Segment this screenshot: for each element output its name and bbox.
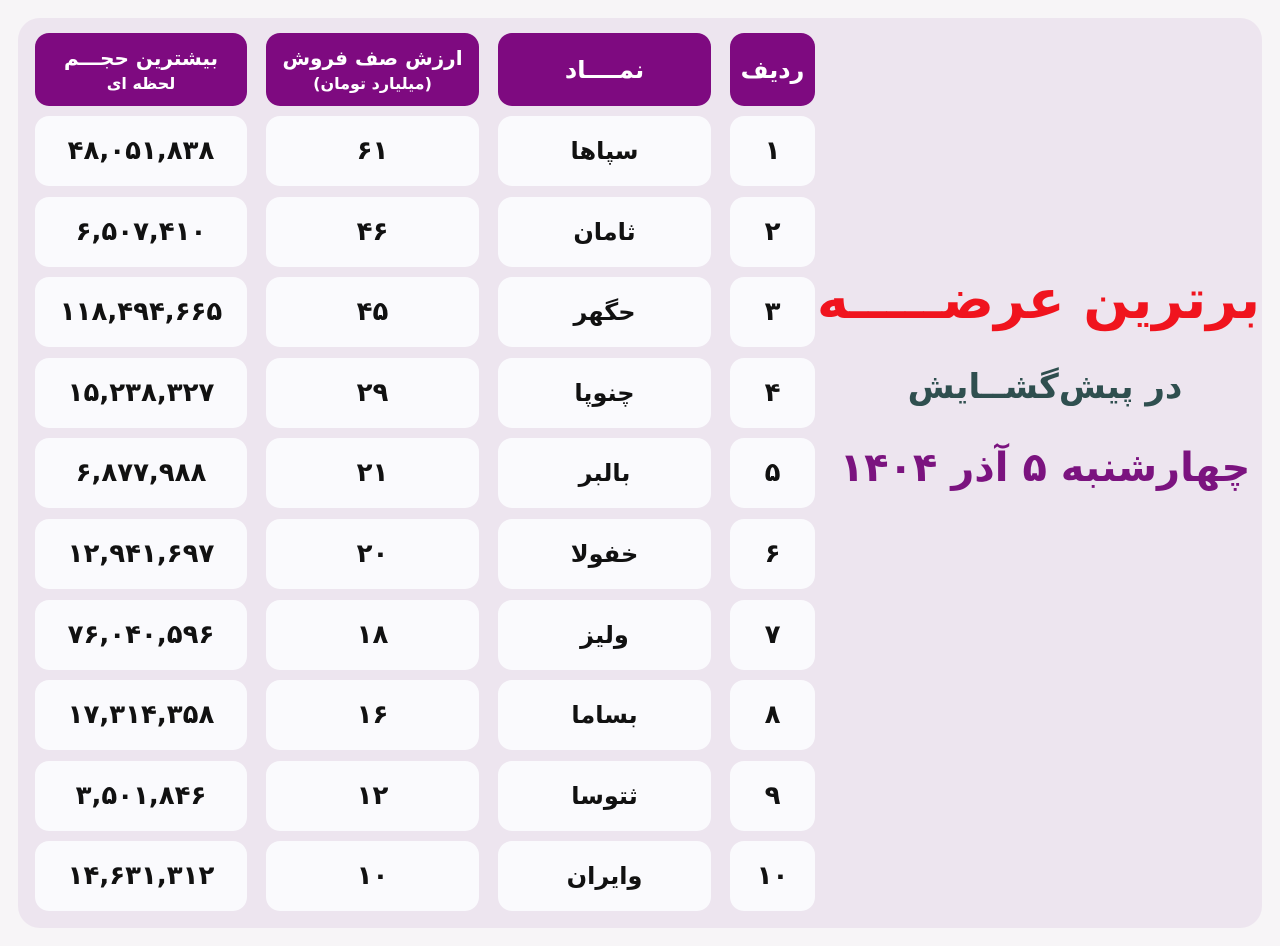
sell-value-cell: ۲۱ [266,438,479,508]
header-sell-queue-value-line1: ارزش صف فروش [282,45,463,70]
header-symbol: نمــــاد [498,33,711,106]
subtitle: در پیش‌گشــایش [907,367,1183,407]
symbol-cell: وایران [498,841,711,911]
sell-value-cell: ۴۵ [266,277,479,347]
rank-cell: ۹ [730,761,815,831]
sell-value-cell: ۲۹ [266,358,479,428]
symbol-cell: حگهر [498,277,711,347]
rank-cell: ۴ [730,358,815,428]
symbol-cell: خفولا [498,519,711,589]
sell-value-cell: ۱۶ [266,680,479,750]
volume-cell: ۱۲,۹۴۱,۶۹۷ [35,519,247,589]
rank-cell: ۱۰ [730,841,815,911]
symbol-cell: ثتوسا [498,761,711,831]
symbol-cell: بساما [498,680,711,750]
volume-cell: ۴۸,۰۵۱,۸۳۸ [35,116,247,186]
main-title: برترین عرضـــــه [816,268,1260,331]
symbol-cell: سپاها [498,116,711,186]
rank-cell: ۳ [730,277,815,347]
header-symbol-label: نمــــاد [564,55,645,84]
volume-cell: ۱۷,۳۱۴,۳۵۸ [35,680,247,750]
volume-cell: ۶,۸۷۷,۹۸۸ [35,438,247,508]
rank-cell: ۵ [730,438,815,508]
volume-cell: ۱۴,۶۳۱,۳۱۲ [35,841,247,911]
symbol-cell: ثامان [498,197,711,267]
sell-value-cell: ۲۰ [266,519,479,589]
symbol-cell: ولیز [498,600,711,670]
rank-cell: ۲ [730,197,815,267]
header-max-volume-line2: لحظه ای [106,73,176,93]
volume-cell: ۷۶,۰۴۰,۵۹۶ [35,600,247,670]
symbol-cell: بالبر [498,438,711,508]
rank-cell: ۸ [730,680,815,750]
volume-cell: ۶,۵۰۷,۴۱۰ [35,197,247,267]
date-label: چهارشنبه ۵ آذر ۱۴۰۴ [839,445,1251,491]
header-rank-label: ردیف [740,55,805,84]
sell-value-cell: ۱۲ [266,761,479,831]
sell-value-cell: ۶۱ [266,116,479,186]
header-sell-queue-value-line2: (میلیارد تومان) [313,73,432,93]
rank-cell: ۱ [730,116,815,186]
rank-cell: ۷ [730,600,815,670]
volume-cell: ۱۵,۲۳۸,۳۲۷ [35,358,247,428]
header-max-volume-line1: بیشترین حجـــم [63,45,219,70]
sell-value-cell: ۱۰ [266,841,479,911]
symbol-cell: چنوپا [498,358,711,428]
sell-value-cell: ۱۸ [266,600,479,670]
rank-cell: ۶ [730,519,815,589]
header-sell-queue-value: ارزش صف فروش (میلیارد تومان) [266,33,479,106]
header-rank: ردیف [730,33,815,106]
sell-value-cell: ۴۶ [266,197,479,267]
volume-cell: ۳,۵۰۱,۸۴۶ [35,761,247,831]
header-max-volume: بیشترین حجـــم لحظه ای [35,33,247,106]
volume-cell: ۱۱۸,۴۹۴,۶۶۵ [35,277,247,347]
